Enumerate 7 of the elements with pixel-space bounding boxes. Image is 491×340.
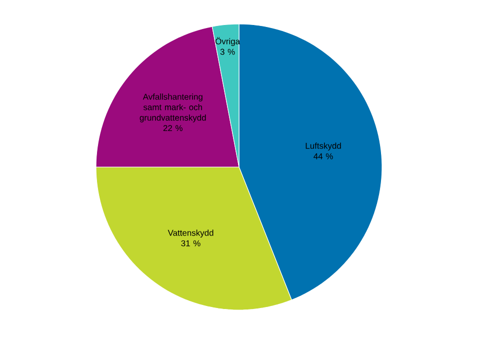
data-label: 44 % [314,153,333,160]
slice-label: Luftskydd [306,142,341,150]
data-label: 3 % [220,48,235,55]
data-label: 22 % [163,125,182,132]
data-label: 31 % [181,240,200,246]
slice-label: Vattenskydd [168,230,214,238]
slice-label: Avfallshantering samt mark- och grundvattenskydd [140,94,206,122]
